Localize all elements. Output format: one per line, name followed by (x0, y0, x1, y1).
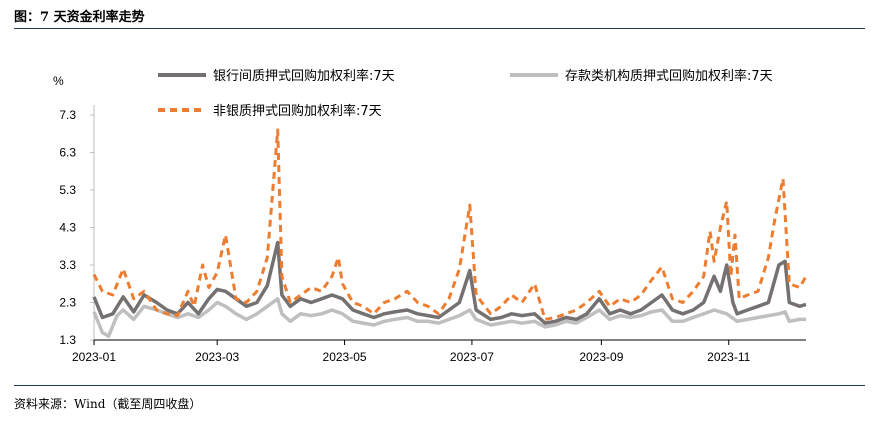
x-tick-label: 2023-07 (450, 350, 494, 364)
bottom-divider (14, 385, 865, 386)
y-axis-unit: % (53, 74, 64, 88)
legend-label: 银行间质押式回购加权利率:7天 (213, 68, 395, 84)
source-note: 资料来源：Wind（截至周四收盘） (14, 397, 202, 411)
y-tick-label: 7.3 (59, 108, 76, 122)
x-tick-label: 2023-05 (323, 350, 367, 364)
legend-label: 非银质押式回购加权利率:7天 (213, 103, 382, 119)
x-tick-label: 2023-09 (579, 350, 623, 364)
legend-label: 存款类机构质押式回购加权利率:7天 (565, 68, 773, 84)
series-line-0 (92, 240, 807, 325)
series-layer (92, 128, 808, 339)
x-tick-label: 2023-11 (707, 350, 750, 364)
y-tick-label: 4.3 (59, 221, 76, 235)
y-axis-ticks: 7.3 6.3 5.3 4.3 3.3 2.3 1.3 (59, 108, 94, 347)
x-axis-ticks: 2023-01 2023-03 2023-05 2023-07 2023-09 2023-… (72, 340, 751, 364)
series-line-1 (92, 297, 806, 339)
legend: 银行间质押式回购加权利率:7天 存款类机构质押式回购加权利率:7天非银质押式回购加… (158, 68, 773, 119)
y-tick-label: 6.3 (59, 146, 76, 160)
top-divider (14, 28, 865, 29)
y-tick-label: 5.3 (59, 183, 76, 197)
y-tick-label: 1.3 (59, 333, 76, 347)
y-tick-label: 2.3 (59, 296, 76, 310)
x-tick-label: 2023-01 (72, 350, 116, 364)
line-chart: % 7.36.35.34.33.32.31.3 2023-01 2023-03 20… (53, 68, 808, 364)
x-tick-label: 2023-03 (195, 350, 239, 364)
chart-title: 图：7 天资金利率走势 (14, 10, 145, 25)
series-line-2 (92, 128, 808, 321)
y-tick-label: 3.3 (59, 258, 76, 272)
